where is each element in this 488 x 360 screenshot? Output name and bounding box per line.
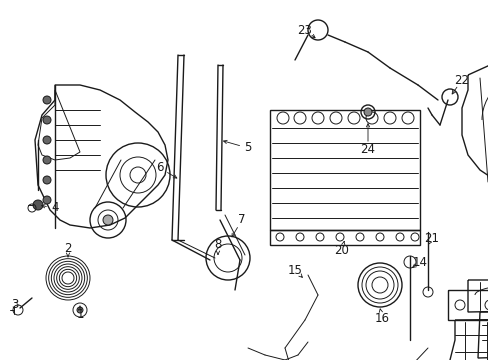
Circle shape xyxy=(43,96,51,104)
Text: 4: 4 xyxy=(51,202,59,215)
Text: 7: 7 xyxy=(238,213,245,226)
Circle shape xyxy=(77,307,83,313)
Circle shape xyxy=(43,156,51,164)
Circle shape xyxy=(43,116,51,124)
Text: 15: 15 xyxy=(287,264,302,276)
Circle shape xyxy=(43,136,51,144)
Text: 20: 20 xyxy=(334,243,349,256)
Circle shape xyxy=(33,200,43,210)
Text: 22: 22 xyxy=(453,73,468,86)
Text: 8: 8 xyxy=(214,238,221,252)
Text: 14: 14 xyxy=(412,256,427,269)
Circle shape xyxy=(43,176,51,184)
Text: 6: 6 xyxy=(156,162,163,175)
Circle shape xyxy=(103,215,113,225)
Text: 16: 16 xyxy=(374,311,389,324)
Text: 23: 23 xyxy=(297,23,312,36)
Text: 3: 3 xyxy=(11,298,19,311)
Circle shape xyxy=(43,196,51,204)
Circle shape xyxy=(363,108,371,116)
Text: 24: 24 xyxy=(360,144,375,157)
Text: 2: 2 xyxy=(64,242,72,255)
Text: 5: 5 xyxy=(244,141,251,154)
Text: 21: 21 xyxy=(424,231,439,244)
Text: 1: 1 xyxy=(76,309,83,321)
